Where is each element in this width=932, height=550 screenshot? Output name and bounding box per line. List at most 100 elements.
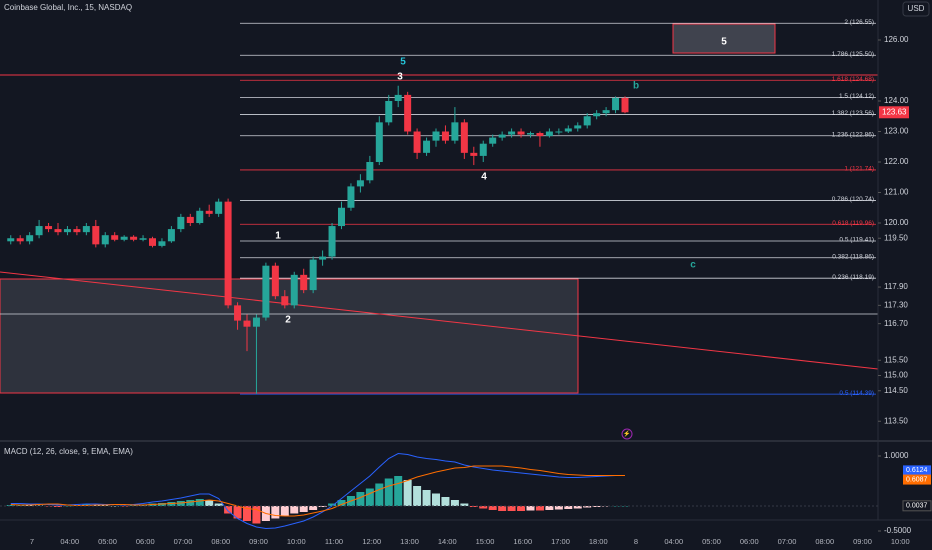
macd-bar xyxy=(611,506,620,507)
macd-tag xyxy=(902,500,932,512)
candle-body xyxy=(26,235,34,242)
time-label: 13:00 xyxy=(400,537,419,546)
macd-tick-label: 1.0000 xyxy=(884,451,909,460)
price-tick-label: 117.90 xyxy=(884,282,908,291)
macd-bar xyxy=(602,506,611,507)
time-label: 07:00 xyxy=(778,537,797,546)
macd-title: MACD (12, 26, close, 9, EMA, EMA) xyxy=(4,447,133,456)
time-label: 08:00 xyxy=(815,537,834,546)
fib-label: 0.236 (118.19) xyxy=(832,274,874,281)
fib-label: 1.236 (122.86) xyxy=(832,131,874,138)
candle-body xyxy=(177,216,185,230)
macd-bar xyxy=(535,506,544,511)
macd-bar xyxy=(63,506,72,507)
macd-bar xyxy=(299,506,308,512)
candle-body xyxy=(7,238,15,242)
price-tick-label: 119.50 xyxy=(884,233,908,242)
signal-line xyxy=(10,465,625,517)
fib-label: 1.5 (124.12) xyxy=(839,93,874,100)
fib-label: 0.382 (118.86) xyxy=(832,253,874,260)
candle-body xyxy=(130,236,138,240)
macd-bar xyxy=(384,478,393,506)
wave-label: 2 xyxy=(285,315,291,326)
macd-bar xyxy=(507,506,516,511)
macd-bar xyxy=(280,506,289,516)
macd-bar xyxy=(554,506,563,510)
wave-label: b xyxy=(633,81,639,92)
candle-body xyxy=(252,317,260,327)
candle-body xyxy=(16,238,24,242)
wave-label: 5 xyxy=(721,37,727,48)
candle-body xyxy=(517,131,525,135)
macd-bar xyxy=(271,506,280,519)
zone-box xyxy=(0,278,579,394)
candle-body xyxy=(536,133,544,137)
candle-body xyxy=(101,235,109,245)
macd-bar xyxy=(375,483,384,506)
time-label: 14:00 xyxy=(438,537,457,546)
macd-bar xyxy=(526,506,535,511)
candle-body xyxy=(460,122,468,153)
fib-label: 0.5 (114.39) xyxy=(839,390,874,397)
candle-body xyxy=(35,226,43,236)
candle-body xyxy=(527,133,534,135)
macd-bar xyxy=(394,476,403,506)
time-label: 08:00 xyxy=(211,537,230,546)
macd-bar xyxy=(573,506,582,509)
macd-bar xyxy=(450,500,459,506)
macd-bar xyxy=(441,497,450,506)
fib-label: 0.618 (119.96) xyxy=(832,220,874,227)
candle-body xyxy=(243,320,251,327)
wave-label: c xyxy=(690,260,696,271)
candle-body xyxy=(593,113,601,117)
macd-bar xyxy=(205,500,214,506)
candle-body xyxy=(602,110,610,114)
wave-label: 5 xyxy=(400,57,406,68)
time-label: 12:00 xyxy=(362,537,381,546)
candle-body xyxy=(375,122,383,162)
candle-body xyxy=(394,94,402,101)
candle-body xyxy=(432,131,440,141)
macd-bar xyxy=(35,505,44,506)
macd-bar xyxy=(290,506,299,514)
macd-bar xyxy=(564,506,573,509)
candle-body xyxy=(196,210,204,223)
candle-body xyxy=(583,116,591,126)
candle-body xyxy=(338,207,345,227)
zones xyxy=(0,23,879,394)
macd-bar xyxy=(413,486,422,506)
price-tick-label: 115.00 xyxy=(884,371,908,380)
time-label: 04:00 xyxy=(664,537,683,546)
candle-body xyxy=(489,137,497,144)
currency-button[interactable] xyxy=(902,1,930,17)
event-icon[interactable] xyxy=(621,428,633,440)
candle-body xyxy=(612,97,620,111)
candle-body xyxy=(45,226,53,230)
macd-bar xyxy=(214,503,223,506)
wave-label: 4 xyxy=(481,172,487,183)
macd-tag xyxy=(903,465,931,476)
candle-body xyxy=(262,265,270,318)
candle-body xyxy=(215,201,223,214)
time-label: 7 xyxy=(30,537,34,546)
price-tick-label: 115.50 xyxy=(884,355,908,364)
currency[interactable]: USD xyxy=(908,4,925,13)
macd-bar xyxy=(233,506,242,519)
macd-bar xyxy=(460,503,469,506)
time-label: 05:00 xyxy=(702,537,721,546)
candle-body xyxy=(290,274,298,306)
fib-label: 1 (121.74) xyxy=(844,166,874,173)
event-icon-glyph[interactable]: ⚡ xyxy=(623,430,630,438)
wave-label: 3 xyxy=(397,72,403,83)
candle-body xyxy=(205,210,213,214)
macd-bar xyxy=(488,506,497,510)
candle-body xyxy=(621,97,629,113)
candle-body xyxy=(234,305,242,321)
candle-body xyxy=(271,265,279,297)
candle-body xyxy=(281,296,289,306)
macd-bar xyxy=(365,488,374,506)
candle-body xyxy=(139,238,147,240)
candle-body xyxy=(300,274,308,291)
fib-label: 0.786 (120.74) xyxy=(832,196,874,203)
